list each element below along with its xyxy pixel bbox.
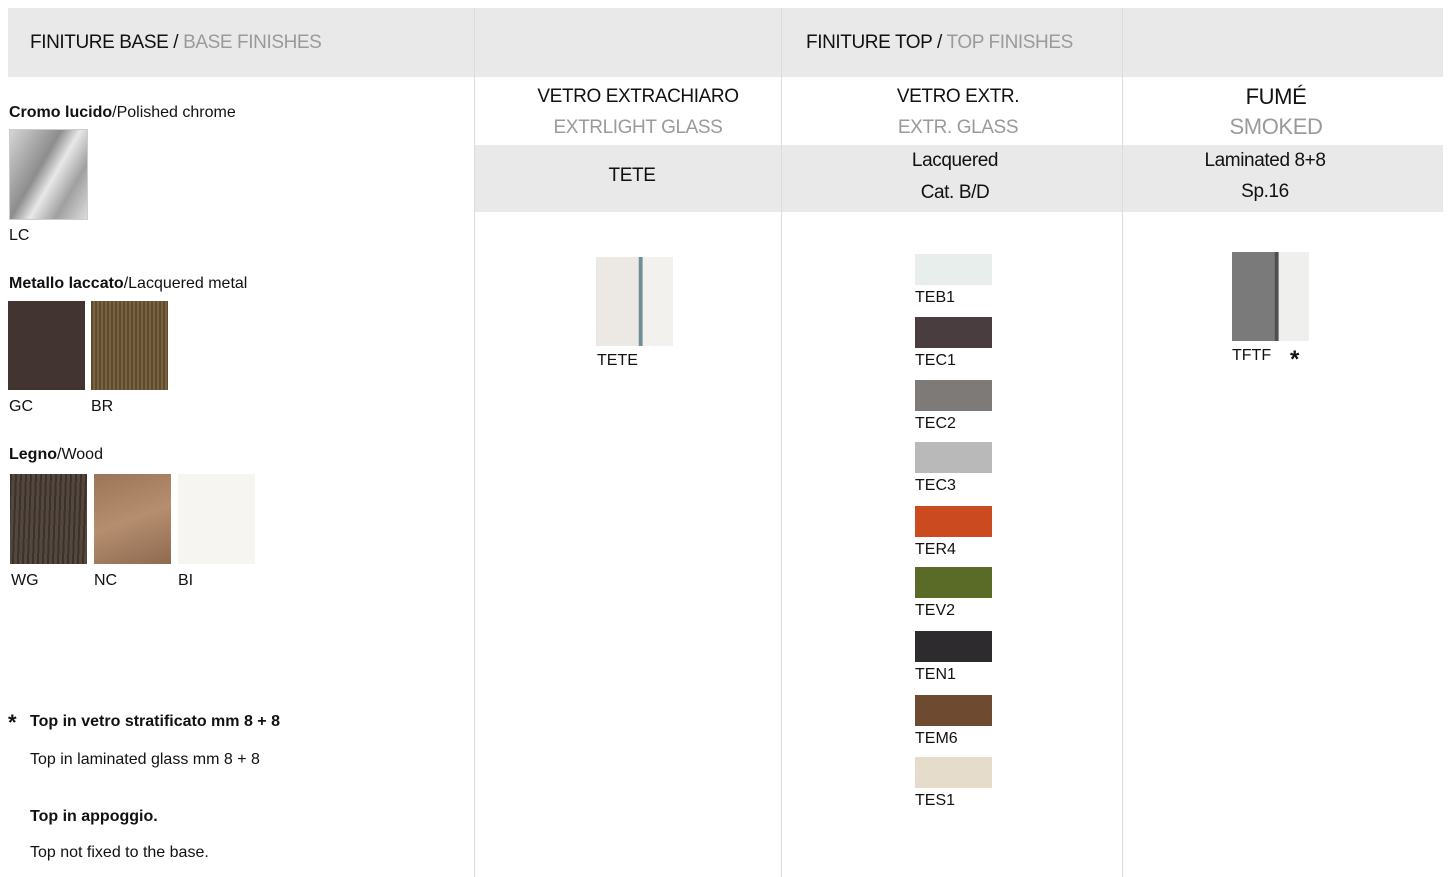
header-en: BASE FINISHES — [183, 32, 321, 53]
swatch — [915, 631, 992, 662]
swatch — [9, 129, 88, 220]
top-header: FINITURE TOP / TOP FINISHES — [806, 32, 1073, 54]
type-label: Sp.16 — [1241, 181, 1289, 203]
title-en: Wood — [61, 446, 103, 463]
swatch — [10, 474, 87, 564]
group-title: Legno/Wood — [9, 446, 103, 464]
divider — [474, 8, 475, 877]
swatch — [8, 301, 85, 390]
title-it: Legno — [9, 446, 57, 463]
header-it: FINITURE TOP — [806, 32, 932, 53]
header-it: FINITURE BASE — [30, 32, 168, 53]
swatch-label: BR — [91, 398, 113, 416]
column-title: VETRO EXTRACHIARO — [537, 86, 738, 108]
header-en: TOP FINISHES — [946, 32, 1072, 53]
swatch-label: WG — [11, 572, 39, 590]
swatch-label: TEV2 — [915, 602, 955, 620]
swatch — [178, 474, 255, 564]
swatch — [94, 474, 171, 564]
swatch-label: TEB1 — [915, 289, 955, 307]
asterisk: * — [1290, 346, 1299, 374]
column-title: VETRO EXTR. — [897, 86, 1019, 108]
swatch-label: TEC1 — [915, 352, 956, 370]
swatch-label: TES1 — [915, 792, 955, 810]
title-it: Metallo laccato — [9, 275, 124, 292]
swatch — [915, 757, 992, 788]
type-label: TETE — [609, 165, 656, 187]
note: Top in vetro stratificato mm 8 + 8 — [30, 713, 280, 731]
swatch — [91, 301, 168, 390]
note: Top in laminated glass mm 8 + 8 — [30, 751, 260, 769]
swatch — [596, 257, 673, 346]
swatch — [915, 380, 992, 411]
group-title: Cromo lucido/Polished chrome — [9, 104, 236, 122]
column-subtitle: EXTR. GLASS — [898, 117, 1018, 139]
swatch-label: TETE — [597, 352, 638, 370]
type-label: Cat. B/D — [921, 182, 990, 204]
swatch — [1232, 252, 1309, 341]
swatch-label: GC — [9, 398, 33, 416]
separator: / — [173, 32, 178, 53]
finishes-sheet: FINITURE BASE / BASE FINISHES FINITURE T… — [0, 0, 1451, 877]
swatch-label: NC — [94, 572, 117, 590]
swatch-label: TEC2 — [915, 415, 956, 433]
swatch — [915, 442, 992, 473]
asterisk: * — [8, 710, 17, 736]
divider — [1122, 8, 1123, 877]
title-it: Cromo lucido — [9, 104, 112, 121]
swatch-label: LC — [9, 227, 29, 245]
type-label: Laminated 8+8 — [1204, 150, 1325, 172]
separator: / — [937, 32, 942, 53]
swatch-label: TER4 — [915, 541, 956, 559]
note: Top not fixed to the base. — [30, 844, 209, 862]
title-en: Polished chrome — [117, 104, 236, 121]
group-title: Metallo laccato/Lacquered metal — [9, 275, 247, 293]
divider — [781, 8, 782, 877]
base-header: FINITURE BASE / BASE FINISHES — [30, 32, 321, 54]
swatch-label: TEC3 — [915, 477, 956, 495]
swatch — [915, 254, 992, 285]
swatch-label: TEN1 — [915, 666, 956, 684]
swatch-label: TEM6 — [915, 730, 958, 748]
swatch — [915, 317, 992, 348]
title-en: Lacquered metal — [128, 275, 247, 292]
column-title: FUMÉ — [1246, 84, 1307, 110]
type-label: Lacquered — [912, 150, 998, 172]
swatch-label: TFTF — [1232, 347, 1271, 365]
swatch — [915, 695, 992, 726]
column-subtitle: SMOKED — [1230, 114, 1323, 140]
swatch — [915, 567, 992, 598]
swatch — [915, 506, 992, 537]
swatch-label: BI — [178, 572, 193, 590]
page: Finishes { "header": { "base": {"it": "F… — [0, 0, 1451, 877]
note: Top in appoggio. — [30, 808, 158, 826]
column-subtitle: EXTRLIGHT GLASS — [554, 117, 723, 139]
